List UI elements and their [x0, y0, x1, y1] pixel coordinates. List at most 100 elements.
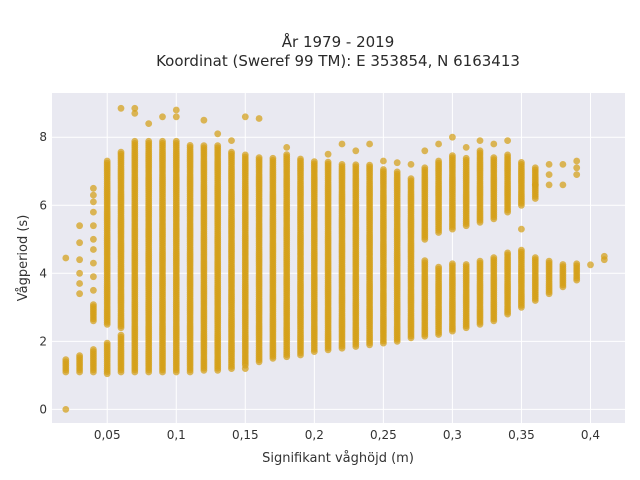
- data-point: [324, 158, 332, 166]
- data-point: [393, 168, 401, 176]
- data-point: [103, 157, 111, 165]
- data-point: [241, 365, 249, 372]
- x-tick-label: 0,35: [508, 428, 535, 442]
- x-tick-label: 0,1: [167, 428, 186, 442]
- data-point: [200, 116, 208, 124]
- data-point: [559, 181, 567, 189]
- data-point: [283, 144, 291, 151]
- data-point: [76, 256, 83, 264]
- data-point: [241, 151, 249, 159]
- data-point: [186, 142, 194, 149]
- data-point: [117, 331, 125, 339]
- data-point: [490, 254, 498, 262]
- data-point: [573, 157, 581, 165]
- data-point: [393, 159, 401, 167]
- data-point: [76, 290, 83, 298]
- data-point: [504, 137, 511, 145]
- chart-title-line-1: År 1979 - 2019: [282, 32, 395, 51]
- data-point: [76, 222, 83, 230]
- data-point: [531, 254, 539, 262]
- data-point: [435, 157, 442, 165]
- data-point: [366, 140, 373, 148]
- data-point: [504, 249, 511, 257]
- data-point: [338, 161, 346, 168]
- data-point: [352, 161, 360, 169]
- data-point: [76, 280, 83, 287]
- x-axis-title: Signifikant våghöjd (m): [262, 451, 414, 466]
- data-point: [90, 246, 97, 253]
- data-point: [587, 261, 594, 269]
- data-point: [352, 147, 360, 155]
- data-point: [131, 137, 139, 145]
- data-point: [62, 406, 70, 413]
- data-point: [76, 352, 83, 359]
- data-point: [476, 137, 484, 145]
- data-point: [573, 164, 581, 172]
- data-point: [421, 164, 429, 172]
- data-point: [573, 171, 581, 179]
- data-point: [159, 113, 166, 121]
- data-point: [90, 301, 97, 308]
- data-point: [76, 239, 83, 247]
- x-tick-label: 0,15: [232, 428, 259, 442]
- data-point: [421, 147, 429, 155]
- data-point: [255, 154, 263, 162]
- data-point: [255, 115, 263, 122]
- data-point: [504, 151, 511, 159]
- data-point: [559, 261, 567, 268]
- data-point: [338, 140, 346, 148]
- data-point: [297, 155, 304, 163]
- data-point: [172, 137, 180, 145]
- data-point: [545, 257, 553, 265]
- y-tick-labels: 0 2 4 6 8: [39, 130, 47, 416]
- data-point: [380, 166, 387, 173]
- data-point: [462, 261, 470, 268]
- data-point: [200, 142, 208, 150]
- x-tick-label: 0,4: [581, 428, 600, 442]
- data-point: [90, 235, 97, 243]
- data-point: [518, 159, 525, 166]
- data-point: [531, 164, 539, 172]
- data-point: [90, 208, 97, 216]
- data-point: [90, 191, 97, 199]
- data-point: [228, 148, 235, 156]
- data-point: [421, 257, 429, 265]
- data-point: [214, 142, 222, 150]
- data-points: [62, 104, 608, 413]
- data-point: [407, 175, 415, 183]
- data-point: [131, 110, 139, 117]
- data-point: [449, 260, 456, 268]
- data-point: [449, 133, 456, 141]
- data-point: [283, 151, 291, 159]
- y-tick-label: 0: [39, 402, 47, 416]
- data-point: [103, 339, 111, 347]
- x-tick-labels: 0,05 0,1 0,15 0,2 0,25 0,3 0,35 0,4: [94, 428, 600, 442]
- chart-title-line-2: Koordinat (Sweref 99 TM): E 353854, N 61…: [156, 52, 520, 70]
- data-point: [518, 246, 525, 254]
- data-point: [62, 356, 70, 364]
- y-axis-title: Vågperiod (s): [16, 215, 31, 302]
- data-point: [324, 150, 332, 158]
- data-point: [559, 161, 567, 168]
- data-point: [407, 161, 415, 168]
- data-point: [76, 269, 83, 277]
- data-point: [159, 137, 166, 145]
- data-point: [545, 171, 553, 179]
- data-point: [90, 259, 97, 267]
- x-tick-label: 0,3: [443, 428, 462, 442]
- y-tick-label: 8: [39, 130, 47, 144]
- x-tick-label: 0,05: [94, 428, 121, 442]
- data-point: [228, 137, 235, 145]
- y-tick-label: 2: [39, 334, 47, 348]
- data-point: [380, 157, 387, 165]
- x-tick-label: 0,25: [370, 428, 397, 442]
- data-point: [117, 148, 125, 156]
- data-point: [476, 147, 484, 155]
- data-point: [62, 254, 70, 262]
- data-point: [462, 144, 470, 151]
- data-point: [545, 181, 553, 189]
- x-tick-label: 0,2: [305, 428, 324, 442]
- data-point: [90, 273, 97, 281]
